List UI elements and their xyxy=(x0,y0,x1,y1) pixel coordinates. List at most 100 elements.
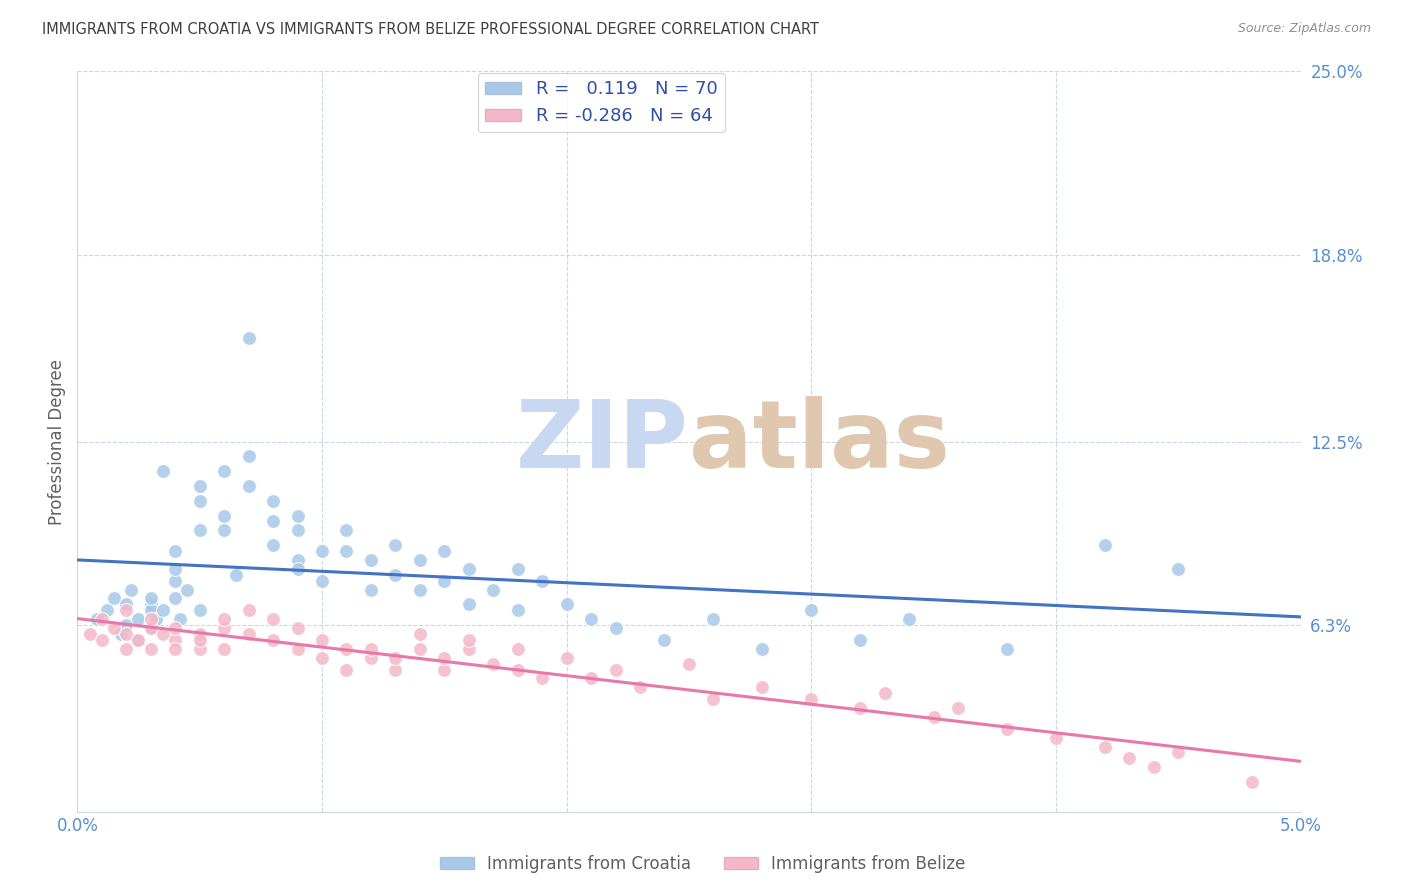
Point xyxy=(995,722,1018,736)
Point xyxy=(433,544,456,558)
Point xyxy=(384,567,406,582)
Point xyxy=(188,479,211,493)
Point xyxy=(1167,562,1189,576)
Point xyxy=(152,627,174,641)
Point xyxy=(579,672,602,686)
Point xyxy=(287,524,309,538)
Point xyxy=(165,544,187,558)
Point xyxy=(287,508,309,523)
Point xyxy=(360,582,382,597)
Point xyxy=(409,553,432,567)
Point xyxy=(605,621,627,635)
Point xyxy=(1143,760,1166,774)
Point xyxy=(145,612,167,626)
Point xyxy=(120,582,142,597)
Point xyxy=(384,538,406,552)
Point xyxy=(212,508,235,523)
Text: ZIP: ZIP xyxy=(516,395,689,488)
Point xyxy=(128,632,150,647)
Point xyxy=(96,603,118,617)
Legend: Immigrants from Croatia, Immigrants from Belize: Immigrants from Croatia, Immigrants from… xyxy=(434,848,972,880)
Point xyxy=(898,612,921,626)
Point xyxy=(165,574,187,588)
Point xyxy=(409,641,432,656)
Point xyxy=(506,663,529,677)
Point xyxy=(115,603,138,617)
Point xyxy=(311,650,333,665)
Point xyxy=(115,627,138,641)
Point xyxy=(139,591,162,606)
Point xyxy=(1094,538,1116,552)
Point xyxy=(188,493,211,508)
Point xyxy=(287,621,309,635)
Point xyxy=(103,621,125,635)
Point xyxy=(311,544,333,558)
Point xyxy=(212,612,235,626)
Point xyxy=(262,612,284,626)
Point xyxy=(238,450,260,464)
Point xyxy=(262,632,284,647)
Point xyxy=(287,553,309,567)
Point xyxy=(115,598,138,612)
Point xyxy=(579,612,602,626)
Point xyxy=(384,650,406,665)
Point xyxy=(751,641,773,656)
Point xyxy=(409,627,432,641)
Point xyxy=(287,562,309,576)
Point xyxy=(188,641,211,656)
Point xyxy=(165,562,187,576)
Point xyxy=(262,538,284,552)
Legend: R =   0.119   N = 70, R = -0.286   N = 64: R = 0.119 N = 70, R = -0.286 N = 64 xyxy=(478,73,724,132)
Point xyxy=(152,603,174,617)
Point xyxy=(212,621,235,635)
Point xyxy=(360,650,382,665)
Point xyxy=(238,479,260,493)
Point xyxy=(1045,731,1067,745)
Point xyxy=(238,627,260,641)
Point xyxy=(457,598,479,612)
Point xyxy=(139,612,162,626)
Point xyxy=(335,524,357,538)
Point xyxy=(335,663,357,677)
Point xyxy=(360,553,382,567)
Point xyxy=(482,582,505,597)
Point xyxy=(103,591,125,606)
Point xyxy=(531,672,554,686)
Point xyxy=(238,603,260,617)
Point xyxy=(115,618,138,632)
Point xyxy=(212,524,235,538)
Point xyxy=(165,632,187,647)
Point xyxy=(128,612,150,626)
Point xyxy=(79,627,101,641)
Point xyxy=(311,632,333,647)
Point xyxy=(433,574,456,588)
Point xyxy=(335,641,357,656)
Point xyxy=(169,612,191,626)
Point xyxy=(1167,746,1189,760)
Point xyxy=(409,582,432,597)
Point xyxy=(188,603,211,617)
Point xyxy=(128,632,150,647)
Point xyxy=(90,632,112,647)
Point xyxy=(531,574,554,588)
Point xyxy=(238,331,260,345)
Point xyxy=(90,612,112,626)
Point xyxy=(457,632,479,647)
Point xyxy=(165,591,187,606)
Point xyxy=(212,641,235,656)
Point xyxy=(482,657,505,671)
Point xyxy=(188,627,211,641)
Point xyxy=(800,603,823,617)
Point xyxy=(176,582,198,597)
Point xyxy=(995,641,1018,656)
Point xyxy=(311,574,333,588)
Point xyxy=(139,598,162,612)
Point xyxy=(433,650,456,665)
Point xyxy=(702,692,724,706)
Point xyxy=(110,627,132,641)
Point xyxy=(360,641,382,656)
Point xyxy=(873,686,896,700)
Point xyxy=(262,493,284,508)
Point xyxy=(165,621,187,635)
Point xyxy=(457,562,479,576)
